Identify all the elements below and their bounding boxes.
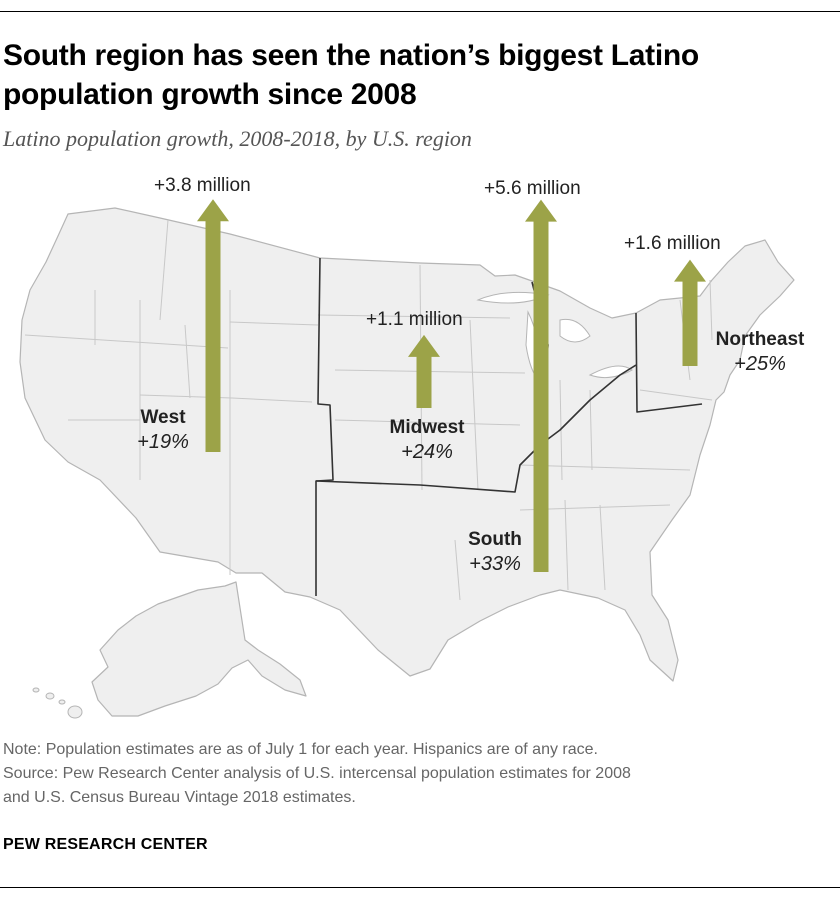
region-label-west: West +19% bbox=[108, 406, 218, 454]
source-note: Note: Population estimates are as of Jul… bbox=[3, 738, 833, 810]
growth-arrow-south bbox=[525, 199, 557, 572]
source-text-line1: Source: Pew Research Center analysis of … bbox=[3, 765, 631, 782]
region-label-south: South +33% bbox=[440, 528, 550, 576]
increase-label-south: +5.6 million bbox=[484, 178, 581, 199]
increase-label-midwest: +1.1 million bbox=[366, 309, 463, 330]
top-rule bbox=[0, 11, 840, 12]
chart-subtitle: Latino population growth, 2008-2018, by … bbox=[3, 126, 472, 151]
note-text: Note: Population estimates are as of Jul… bbox=[3, 741, 598, 758]
region-label-midwest: Midwest +24% bbox=[362, 416, 492, 464]
region-name-northeast: Northeast bbox=[715, 329, 805, 350]
alaska-land bbox=[91, 581, 307, 717]
region-growth-midwest: +24% bbox=[401, 441, 453, 463]
region-label-northeast: Northeast +25% bbox=[700, 328, 820, 376]
region-growth-west: +19% bbox=[137, 431, 189, 453]
source-text-line2: and U.S. Census Bureau Vintage 2018 esti… bbox=[3, 789, 356, 806]
us-region-map bbox=[19, 199, 795, 719]
growth-arrow-midwest bbox=[408, 334, 440, 408]
region-name-west: West bbox=[140, 407, 186, 428]
chart-title: South region has seen the nation’s bigge… bbox=[3, 39, 699, 111]
region-growth-northeast: +25% bbox=[734, 353, 786, 375]
increase-label-west: +3.8 million bbox=[154, 175, 251, 196]
brand-name: PEW RESEARCH CENTER bbox=[3, 836, 208, 853]
hawaii-land bbox=[32, 687, 83, 719]
growth-arrow-northeast bbox=[674, 259, 706, 366]
growth-arrows bbox=[197, 199, 706, 572]
increase-label-northeast: +1.6 million bbox=[624, 233, 721, 254]
region-growth-south: +33% bbox=[469, 553, 521, 575]
great-lakes bbox=[476, 291, 633, 384]
growth-arrow-west bbox=[197, 199, 229, 452]
bottom-rule bbox=[0, 887, 840, 888]
region-name-south: South bbox=[468, 529, 522, 550]
region-name-midwest: Midwest bbox=[389, 417, 465, 438]
